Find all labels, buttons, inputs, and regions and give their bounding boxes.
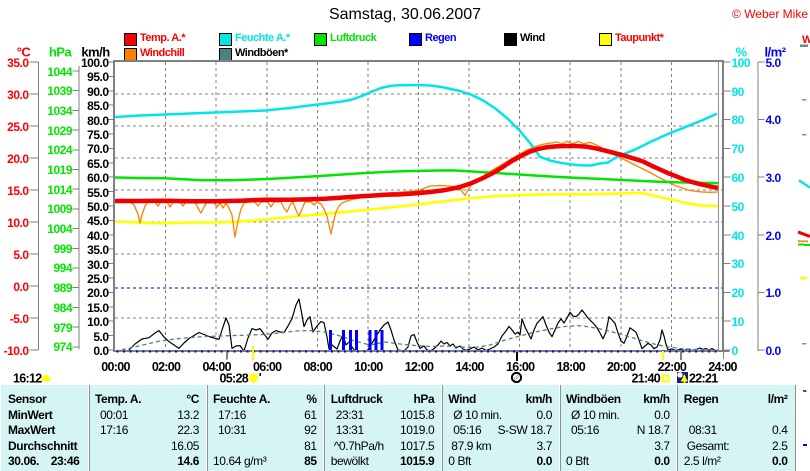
svg-text:l/m²: l/m² bbox=[764, 45, 786, 60]
svg-text:25.0: 25.0 bbox=[87, 272, 109, 286]
svg-text:100: 100 bbox=[732, 56, 751, 70]
svg-text:35.0: 35.0 bbox=[87, 243, 109, 257]
svg-text:1004: 1004 bbox=[47, 222, 73, 236]
svg-text:20: 20 bbox=[732, 286, 745, 300]
svg-text:02:00: 02:00 bbox=[152, 360, 181, 374]
svg-text:60.0: 60.0 bbox=[87, 171, 109, 185]
svg-text:4.0: 4.0 bbox=[766, 113, 782, 127]
svg-text:40.0: 40.0 bbox=[87, 229, 109, 243]
svg-text:0.0: 0.0 bbox=[766, 344, 782, 358]
svg-text:-10.0: -10.0 bbox=[4, 344, 30, 358]
svg-text:70: 70 bbox=[732, 142, 745, 156]
svg-text:16:12: 16:12 bbox=[13, 372, 42, 386]
svg-text:20.0: 20.0 bbox=[7, 152, 29, 166]
svg-text:90: 90 bbox=[732, 85, 745, 99]
svg-text:90.0: 90.0 bbox=[87, 85, 109, 99]
svg-text:80.0: 80.0 bbox=[87, 114, 109, 128]
svg-text:10:00: 10:00 bbox=[354, 360, 383, 374]
svg-text:40: 40 bbox=[732, 229, 745, 243]
svg-text:30.0: 30.0 bbox=[7, 88, 29, 102]
svg-text:20.0: 20.0 bbox=[87, 286, 109, 300]
svg-text:95.0: 95.0 bbox=[87, 70, 109, 84]
svg-text:85.0: 85.0 bbox=[87, 99, 109, 113]
svg-text:0.0: 0.0 bbox=[93, 344, 109, 358]
svg-text:12:00: 12:00 bbox=[405, 360, 434, 374]
svg-text:-5.0: -5.0 bbox=[10, 312, 30, 326]
svg-text:5.0: 5.0 bbox=[13, 248, 29, 262]
svg-text:5.0: 5.0 bbox=[93, 330, 109, 344]
svg-text:16:00: 16:00 bbox=[506, 360, 535, 374]
svg-text:50: 50 bbox=[732, 200, 745, 214]
svg-text:974: 974 bbox=[53, 340, 72, 354]
svg-text:65.0: 65.0 bbox=[87, 157, 109, 171]
svg-text:15.0: 15.0 bbox=[7, 184, 29, 198]
svg-text:10.0: 10.0 bbox=[7, 216, 29, 230]
svg-text:%: % bbox=[735, 45, 747, 60]
svg-text:08:00: 08:00 bbox=[304, 360, 333, 374]
svg-text:1014: 1014 bbox=[47, 183, 73, 197]
svg-text:1019: 1019 bbox=[47, 163, 73, 177]
svg-text:1034: 1034 bbox=[47, 104, 73, 118]
svg-text:1024: 1024 bbox=[47, 143, 73, 157]
svg-text:24:00: 24:00 bbox=[708, 360, 737, 374]
svg-text:100.0: 100.0 bbox=[81, 56, 109, 70]
svg-text:18:00: 18:00 bbox=[557, 360, 586, 374]
svg-text:22:00: 22:00 bbox=[658, 360, 687, 374]
svg-text:75.0: 75.0 bbox=[87, 128, 109, 142]
svg-text:999: 999 bbox=[53, 242, 72, 256]
svg-text:30.0: 30.0 bbox=[87, 258, 109, 272]
svg-text:55.0: 55.0 bbox=[87, 186, 109, 200]
svg-text:2.0: 2.0 bbox=[766, 229, 782, 243]
svg-text:06:00: 06:00 bbox=[253, 360, 282, 374]
svg-text:30: 30 bbox=[732, 257, 745, 271]
svg-text:04:00: 04:00 bbox=[202, 360, 231, 374]
svg-text:60: 60 bbox=[732, 171, 745, 185]
svg-text:hPa: hPa bbox=[49, 45, 73, 60]
svg-text:989: 989 bbox=[53, 281, 72, 295]
svg-text:00:00: 00:00 bbox=[101, 360, 130, 374]
svg-text:21:40: 21:40 bbox=[632, 372, 661, 386]
svg-text:1039: 1039 bbox=[47, 84, 73, 98]
svg-text:994: 994 bbox=[53, 261, 72, 275]
svg-text:1009: 1009 bbox=[47, 202, 73, 216]
svg-text:3.0: 3.0 bbox=[766, 171, 782, 185]
svg-text:35.0: 35.0 bbox=[7, 56, 29, 70]
svg-text:45.0: 45.0 bbox=[87, 214, 109, 228]
svg-text:22:21: 22:21 bbox=[689, 372, 718, 386]
svg-text:14:00: 14:00 bbox=[455, 360, 484, 374]
svg-text:70.0: 70.0 bbox=[87, 142, 109, 156]
svg-text:20:00: 20:00 bbox=[607, 360, 636, 374]
svg-text:km/h: km/h bbox=[81, 45, 110, 60]
svg-text:984: 984 bbox=[53, 301, 72, 315]
svg-text:05:28: 05:28 bbox=[220, 372, 249, 386]
svg-text:10: 10 bbox=[732, 315, 745, 329]
svg-text:1.0: 1.0 bbox=[766, 286, 782, 300]
svg-text:W: W bbox=[802, 34, 810, 46]
svg-text:°C: °C bbox=[17, 45, 32, 60]
svg-text:1029: 1029 bbox=[47, 124, 73, 138]
svg-text:25.0: 25.0 bbox=[7, 120, 29, 134]
svg-text:80: 80 bbox=[732, 113, 745, 127]
svg-text:0: 0 bbox=[732, 344, 739, 358]
svg-text:50.0: 50.0 bbox=[87, 200, 109, 214]
svg-text:10.0: 10.0 bbox=[87, 315, 109, 329]
svg-text:15.0: 15.0 bbox=[87, 301, 109, 315]
svg-text:979: 979 bbox=[53, 321, 72, 335]
svg-text:5.0: 5.0 bbox=[766, 56, 782, 70]
svg-text:1044: 1044 bbox=[47, 65, 73, 79]
svg-text:0.0: 0.0 bbox=[13, 280, 29, 294]
